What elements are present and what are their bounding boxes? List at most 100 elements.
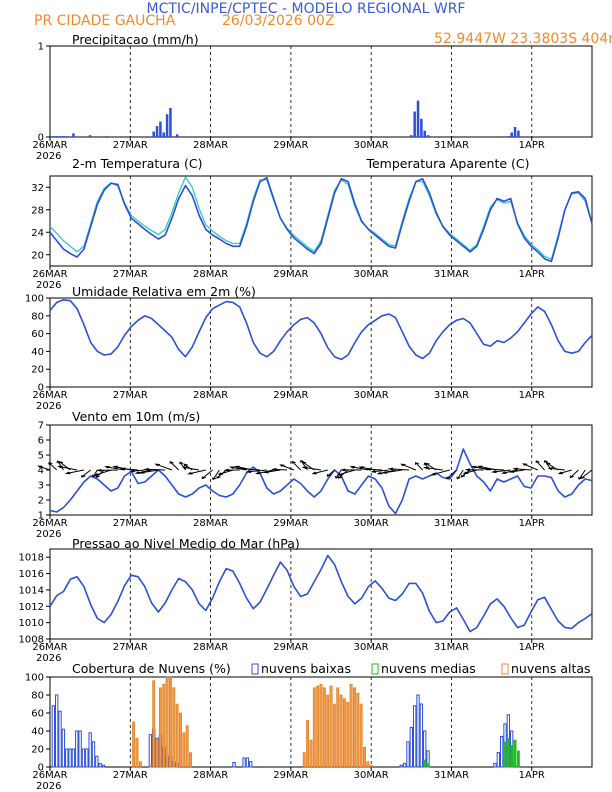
cloud-bar-nuvens-baixas [232, 762, 236, 768]
wind-arrow-head [234, 465, 240, 469]
wind-xtick-label: 27MAR [113, 518, 148, 529]
cloud-bar-nuvens-medias [510, 745, 514, 768]
wind-arrow-head [569, 475, 574, 479]
press-panel: 1008 1010 1012 1014 1016 1018 26MAR 27MAR 28MAR 2… [19, 536, 593, 664]
wind-ytick-label: 7 [38, 421, 44, 432]
wind-ytick-label: 4 [38, 466, 44, 477]
rh-xtick-label: 28MAR [193, 390, 228, 401]
wind-arrow-head [301, 461, 307, 465]
precip-xtick-label: 26MAR [32, 140, 67, 151]
cloud-bar-nuvens-baixas [419, 703, 424, 768]
precip-bar [58, 136, 62, 137]
precip-bar [165, 114, 169, 137]
wind-arrow-head [179, 461, 184, 465]
cloud-ytick-label: 20 [31, 745, 44, 756]
wind-arrow [121, 468, 139, 471]
wind-arrow-head [387, 467, 394, 471]
press-ytick-label: 1014 [19, 585, 44, 596]
temp-xtick-label: 30MAR [354, 269, 389, 280]
rh-xtick-label: 31MAR [434, 390, 469, 401]
precip-bar [162, 132, 166, 137]
wind-xtick-label: 28MAR [193, 518, 228, 529]
cloud-ytick-label: 80 [31, 691, 44, 702]
press-ytick-label: 1018 [19, 553, 44, 564]
wind-arrow [300, 460, 308, 471]
cloud-bar-nuvens-altas [332, 703, 336, 768]
wind-arrow-head [470, 465, 477, 469]
wind-arrow-head [508, 470, 515, 473]
wind-arrow [484, 468, 504, 471]
press-xtick-label: 27MAR [113, 642, 148, 653]
cloud-bar-nuvens-altas [369, 764, 373, 768]
cloud-bar-nuvens-altas [302, 752, 306, 768]
wind-arrow-head [476, 465, 483, 469]
temp-title: 2-m Temperatura (C) [72, 156, 203, 171]
wind-arrow-head [223, 468, 230, 472]
cloud-ytick-label: 0 [38, 763, 44, 774]
cloud-bar-nuvens-baixas [406, 741, 410, 768]
wind-ytick-label: 6 [38, 436, 44, 447]
cloud-bar-nuvens-altas [138, 761, 142, 768]
cloud-bar-nuvens-altas [346, 701, 350, 768]
wind-arrow-head [112, 465, 119, 469]
cloud-bar-nuvens-baixas [61, 728, 66, 768]
precip-bar [510, 132, 513, 137]
wind-arrow-head [279, 464, 285, 468]
cloud-bar-nuvens-baixas [499, 735, 504, 768]
precip-frame [49, 45, 593, 138]
wind-arrow-head [446, 476, 451, 480]
wind-arrow-head [183, 463, 188, 467]
wind-arrow [549, 467, 565, 471]
cloud-bar-nuvens-baixas [493, 762, 497, 768]
wind-arrow-head [134, 471, 141, 474]
wind-arrow-head [464, 468, 471, 472]
cloud-bar-nuvens-altas [339, 694, 343, 768]
rh-xtick-label: 29MAR [273, 390, 308, 401]
wind-arrow [578, 469, 586, 480]
wind-arrow [446, 469, 457, 479]
wind-arrow-head [381, 471, 388, 474]
wind-arrow-head [217, 472, 224, 475]
header-coords: 52.9447W 23.3803S 404m [434, 31, 612, 47]
cloud-xtick-label: 30MAR [354, 770, 389, 781]
cloud-bar-nuvens-baixas [51, 705, 56, 768]
wind-arrow-head [271, 468, 277, 471]
cloud-bar-nuvens-altas [342, 698, 346, 768]
cloud-legend-swatch [251, 663, 259, 675]
cloud-bar-nuvens-medias [506, 737, 510, 768]
cloud-bar-nuvens-baixas [416, 694, 420, 768]
press-xyear-label: 2026 [36, 653, 61, 664]
precip-xtick-label: 29MAR [273, 140, 308, 151]
precip-xtick-label: 27MAR [113, 140, 148, 151]
wind-arrow [372, 469, 389, 473]
wind-arrow-head [400, 463, 406, 467]
cloud-bar-nuvens-baixas [75, 730, 79, 768]
cloud-bar-nuvens-altas [359, 703, 363, 768]
temp-xtick-label: 28MAR [193, 269, 228, 280]
wind-series-line [49, 448, 593, 515]
wind-arrow-head [543, 460, 548, 463]
cloud-bar-nuvens-altas [169, 676, 172, 768]
wind-arrow-head [462, 471, 469, 475]
precip-bar [65, 136, 68, 137]
temp-frame [49, 175, 593, 267]
cloud-bar-nuvens-altas [158, 687, 162, 768]
wind-arrow [558, 469, 572, 475]
rh-series-line [49, 298, 593, 361]
wind-arrow [179, 461, 186, 471]
temp-xtick-label: 26MAR [32, 269, 67, 280]
precip-bar [517, 130, 520, 137]
wind-arrow-head [557, 471, 564, 475]
wind-arrows [37, 459, 593, 481]
temp-ytick-label: 32 [31, 183, 44, 194]
precip-bar [416, 100, 420, 137]
cloud-legend-swatch [371, 663, 379, 675]
wind-ytick-label: 3 [38, 481, 44, 492]
temp-ytick-label: 24 [31, 228, 44, 239]
rh-xtick-label: 1APR [519, 390, 545, 401]
wind-arrow [264, 469, 281, 473]
cloud-bar-nuvens-altas [316, 685, 320, 768]
wind-arrow [272, 468, 288, 471]
cloud-bar-nuvens-altas [132, 721, 136, 768]
